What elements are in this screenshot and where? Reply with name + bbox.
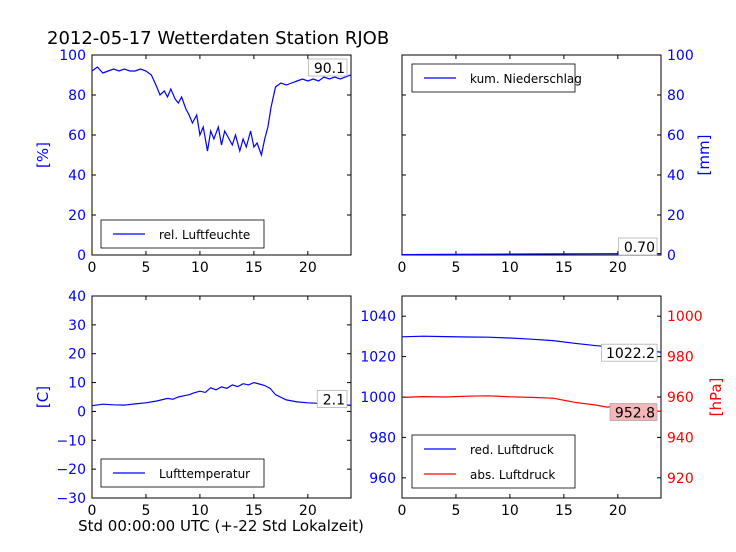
y-tick-label: 980 [369, 430, 396, 446]
y-tick-label: 20 [68, 208, 86, 224]
legend-label: red. Luftdruck [470, 443, 554, 457]
legend-label: rel. Luftfeuchte [159, 228, 250, 242]
y-tick-label: 20 [68, 347, 86, 363]
y-tick-label: −30 [56, 491, 86, 507]
value-label: 90.1 [314, 61, 345, 77]
x-tick-label: 0 [88, 260, 97, 276]
x-tick-label: 15 [245, 260, 263, 276]
y-axis-label: [mm] [695, 135, 713, 176]
x-tick-label: 15 [245, 503, 263, 519]
x-tick-label: 20 [299, 260, 317, 276]
value-label-box [609, 403, 658, 421]
value-label-box [308, 58, 348, 77]
y-tick-label: 1020 [360, 350, 396, 366]
x-tick-label: 10 [191, 503, 209, 519]
footer-xlabel: Std 00:00:00 UTC (+-22 Std Lokalzeit) [78, 517, 364, 535]
x-tick-label: 20 [299, 503, 317, 519]
y-tick-label: 40 [667, 168, 685, 184]
y-tick-label: 100 [667, 48, 694, 64]
y-tick-label: 10 [68, 376, 86, 392]
y-tick-label: 100 [59, 48, 86, 64]
legend: Lufttemperatur [100, 458, 265, 488]
panel-bottom-right: 0 5 10 15 20 960 980 1000 1020 1040 920 940 960 980 10… [360, 295, 725, 519]
value-label-box [601, 343, 658, 362]
legend-label: Lufttemperatur [159, 467, 250, 481]
legend-box [411, 434, 576, 489]
series-line [401, 253, 662, 256]
x-tick-label: 20 [609, 260, 627, 276]
legend: rel. Luftfeuchte [100, 219, 265, 249]
y-tick-label: 80 [68, 88, 86, 104]
y-axis-label: [%] [34, 142, 52, 168]
y-tick-label: 0 [77, 248, 86, 264]
series-line [91, 381, 352, 407]
legend-label: abs. Luftdruck [470, 468, 555, 482]
y-tick-label-right: 980 [667, 350, 694, 366]
x-tick-label: 5 [141, 260, 150, 276]
y-tick-label: 60 [667, 128, 685, 144]
y-axis-label-right: [hPa] [707, 378, 725, 417]
y-tick-label: 20 [667, 208, 685, 224]
y-tick-label: 40 [68, 168, 86, 184]
y-tick-label-right: 940 [667, 430, 694, 446]
legend: kum. Niederschlag [411, 63, 582, 93]
y-tick-label: 40 [68, 289, 86, 305]
x-tick-label: 15 [555, 260, 573, 276]
x-tick-label: 0 [398, 503, 407, 519]
value-label: 1022.2 [606, 346, 655, 362]
x-tick-label: 15 [555, 503, 573, 519]
legend-label: kum. Niederschlag [470, 72, 582, 86]
y-tick-label: 960 [369, 471, 396, 487]
y-tick-label-right: 920 [667, 471, 694, 487]
value-label: 952.8 [615, 406, 655, 422]
x-tick-label: 5 [451, 260, 460, 276]
y-tick-label: 0 [77, 404, 86, 420]
y-tick-label: 80 [667, 88, 685, 104]
y-tick-label-right: 960 [667, 390, 694, 406]
x-tick-label: 5 [451, 503, 460, 519]
y-tick-label: −20 [56, 462, 86, 478]
figure-title: 2012-05-17 Wetterdaten Station RJOB [47, 28, 389, 49]
y-tick-label-right: 1000 [667, 309, 703, 325]
series-line [91, 66, 352, 158]
x-tick-label: 5 [141, 503, 150, 519]
y-tick-label: 60 [68, 128, 86, 144]
panel-bottom-left: 0 5 10 15 20 −30 −20 −10 0 10 20 30 40 [C] 2.1 Lufttemp… [34, 289, 352, 519]
panel-top-right: 0 5 10 15 20 0 20 40 60 80 100 [mm] 0.70 kum. Nieders… [398, 48, 713, 276]
legend: red. Luftdruck abs. Luftdruck [411, 434, 576, 489]
y-tick-label: 30 [68, 318, 86, 334]
x-tick-label: 10 [191, 260, 209, 276]
x-tick-label: 0 [398, 260, 407, 276]
value-label: 0.70 [624, 240, 655, 256]
y-tick-label: 0 [667, 248, 676, 264]
panel-top-left: 0 5 10 15 20 0 20 40 60 80 100 [%] 90.1 rel. Luftfeuc… [34, 48, 352, 276]
x-tick-label: 20 [609, 503, 627, 519]
y-tick-label: 1000 [360, 390, 396, 406]
value-label: 2.1 [323, 392, 345, 408]
value-label-box [618, 237, 658, 256]
y-axis-label: [C] [34, 386, 52, 408]
x-tick-label: 10 [501, 260, 519, 276]
x-tick-label: 0 [88, 503, 97, 519]
value-label-box [316, 390, 348, 408]
y-tick-label: −10 [56, 433, 86, 449]
y-tick-label: 1040 [360, 309, 396, 325]
x-tick-label: 10 [501, 503, 519, 519]
